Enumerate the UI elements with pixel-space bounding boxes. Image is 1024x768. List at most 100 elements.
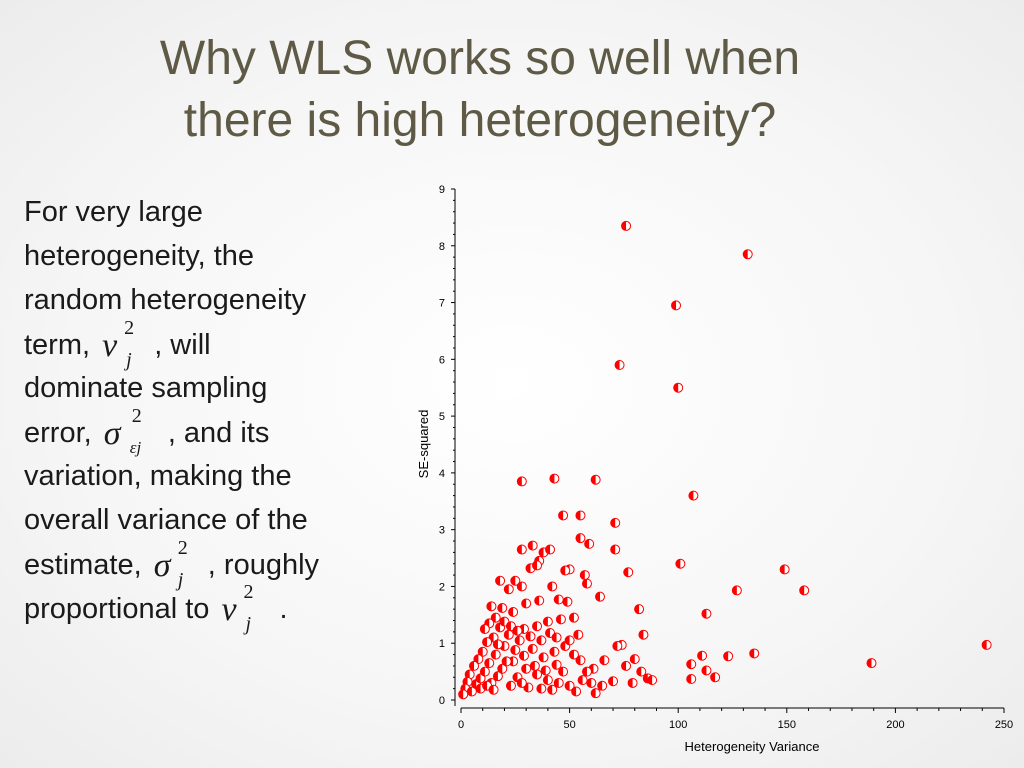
data-point-fill bbox=[543, 675, 548, 685]
data-point-fill bbox=[469, 661, 475, 671]
data-point bbox=[551, 632, 562, 643]
data-point-fill bbox=[571, 686, 577, 696]
data-point-fill bbox=[584, 539, 590, 549]
y-tick-label: 8 bbox=[439, 241, 445, 253]
data-point-fill bbox=[508, 607, 514, 617]
data-point bbox=[575, 655, 586, 666]
data-point bbox=[486, 601, 497, 612]
data-point bbox=[647, 675, 658, 686]
data-point-fill bbox=[630, 654, 635, 664]
body-line-9-start: estimate, bbox=[24, 549, 142, 581]
x-tick-label: 50 bbox=[563, 719, 575, 731]
data-point bbox=[638, 629, 649, 640]
data-point bbox=[568, 649, 579, 660]
data-point-fill bbox=[512, 672, 518, 682]
title-line-1: Why WLS works so well when bbox=[159, 32, 801, 85]
data-point-fill bbox=[582, 667, 587, 677]
data-point bbox=[673, 382, 684, 393]
data-point-fill bbox=[573, 630, 579, 640]
data-point bbox=[564, 680, 575, 691]
data-point bbox=[484, 658, 495, 669]
data-point-fill bbox=[610, 545, 616, 555]
nu-superscript-2: 2 bbox=[243, 581, 254, 603]
data-point-fill bbox=[515, 635, 520, 645]
data-point bbox=[981, 639, 992, 650]
body-line-10-start: proportional to bbox=[24, 593, 210, 625]
data-point bbox=[558, 510, 569, 521]
data-point bbox=[686, 673, 697, 684]
data-point-fill bbox=[560, 566, 566, 576]
data-point-fill bbox=[867, 658, 872, 668]
data-point-fill bbox=[701, 609, 707, 619]
x-axis-label: Heterogeneity Variance bbox=[685, 739, 820, 754]
data-point-fill bbox=[532, 560, 538, 570]
data-point bbox=[581, 666, 592, 677]
data-point-fill bbox=[510, 645, 516, 655]
data-point bbox=[558, 666, 569, 677]
data-point-fill bbox=[512, 626, 518, 636]
data-point-fill bbox=[521, 664, 527, 674]
body-line-6: error, σ 2 εj , and its bbox=[24, 405, 394, 457]
data-point-fill bbox=[543, 617, 548, 627]
data-point bbox=[542, 616, 553, 627]
data-point bbox=[671, 300, 682, 311]
body-line-4: term, ν 2 j , will bbox=[24, 317, 394, 371]
data-point bbox=[514, 635, 525, 646]
data-point bbox=[479, 666, 490, 677]
data-point bbox=[532, 669, 543, 680]
data-point bbox=[466, 686, 477, 697]
slide-title: Why WLS works so well when there is high… bbox=[80, 28, 880, 152]
data-point bbox=[525, 631, 536, 642]
data-point-fill bbox=[480, 667, 485, 677]
data-point-fill bbox=[476, 684, 481, 694]
data-point bbox=[521, 598, 532, 609]
data-point-fill bbox=[597, 681, 603, 691]
data-point bbox=[512, 625, 523, 636]
data-point bbox=[473, 654, 484, 665]
data-point bbox=[488, 684, 499, 695]
data-point-fill bbox=[743, 249, 748, 259]
y-tick-label: 1 bbox=[439, 638, 445, 650]
data-point-fill bbox=[552, 660, 557, 670]
data-point bbox=[551, 659, 562, 670]
body-text: For very large heterogeneity, the random… bbox=[24, 190, 394, 635]
data-point-fill bbox=[541, 665, 546, 675]
data-point-fill bbox=[554, 678, 559, 688]
data-point-fill bbox=[480, 624, 485, 634]
data-point bbox=[701, 608, 712, 619]
data-point-fill bbox=[506, 621, 511, 631]
data-point-fill bbox=[565, 635, 570, 645]
data-point-fill bbox=[545, 628, 551, 638]
chart-points bbox=[458, 220, 992, 700]
data-point bbox=[542, 675, 553, 686]
data-point bbox=[627, 677, 638, 688]
data-point-fill bbox=[591, 688, 596, 698]
data-point bbox=[579, 570, 590, 581]
body-line-3: random heterogeneity bbox=[24, 284, 307, 316]
data-point bbox=[581, 578, 592, 589]
data-point bbox=[675, 558, 686, 569]
data-point-fill bbox=[701, 665, 707, 675]
data-point bbox=[510, 645, 521, 656]
data-point-fill bbox=[549, 647, 555, 657]
data-point-fill bbox=[547, 685, 553, 695]
data-point bbox=[595, 591, 606, 602]
data-point-fill bbox=[539, 652, 544, 662]
data-point bbox=[623, 567, 634, 578]
y-tick-label: 0 bbox=[439, 695, 445, 707]
data-point bbox=[586, 677, 597, 688]
data-point bbox=[608, 676, 619, 687]
data-point bbox=[503, 629, 514, 640]
data-point bbox=[590, 688, 601, 699]
data-point-fill bbox=[621, 221, 627, 231]
body-line-8: overall variance of the bbox=[24, 504, 308, 536]
data-point-fill bbox=[586, 678, 592, 688]
data-point bbox=[516, 544, 527, 555]
data-point bbox=[547, 581, 558, 592]
data-point bbox=[547, 684, 558, 695]
data-point-fill bbox=[580, 570, 585, 580]
data-point-fill bbox=[560, 641, 566, 651]
sigma-j-superscript: 2 bbox=[177, 537, 188, 559]
data-point-fill bbox=[532, 669, 538, 679]
